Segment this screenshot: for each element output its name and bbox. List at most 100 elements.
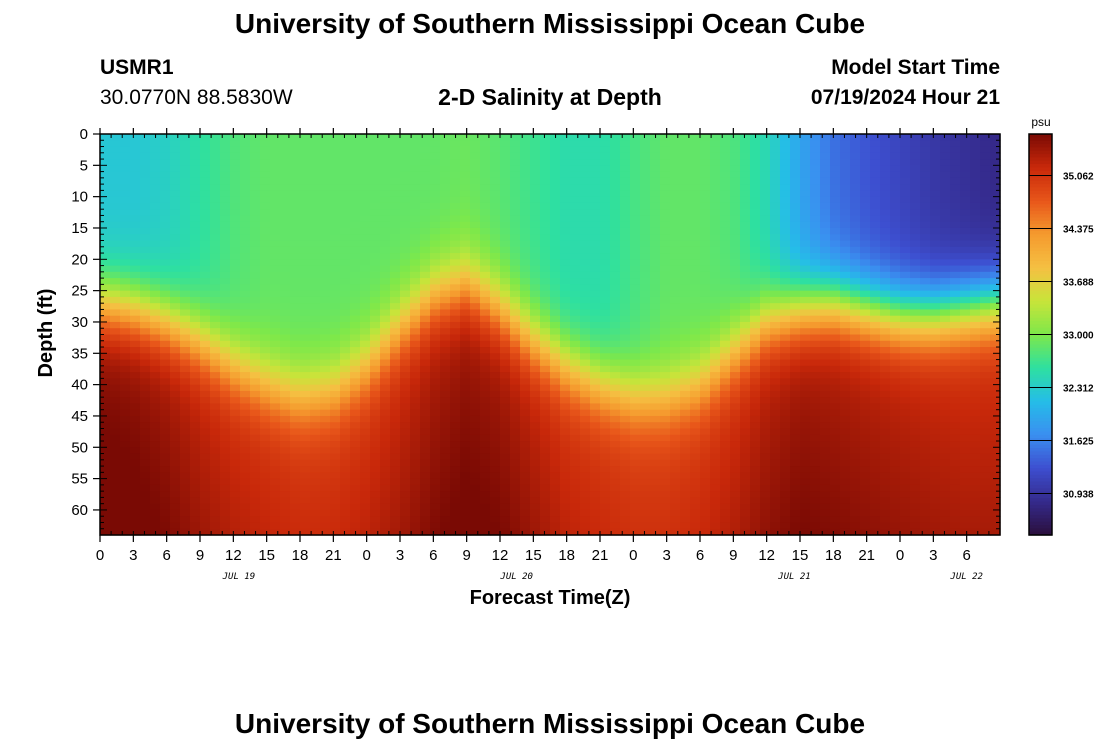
heatmap-cell — [480, 516, 491, 524]
heatmap-cell — [190, 259, 201, 267]
heatmap-cell — [860, 209, 871, 217]
heatmap-cell — [230, 328, 241, 336]
heatmap-cell — [610, 265, 621, 273]
heatmap-cell — [250, 459, 261, 467]
heatmap-cell — [690, 177, 701, 185]
heatmap-cell — [860, 447, 871, 455]
heatmap-cell — [460, 353, 471, 361]
heatmap-cell — [130, 234, 141, 242]
heatmap-cell — [440, 397, 451, 405]
heatmap-cell — [600, 171, 611, 179]
heatmap-cell — [600, 397, 611, 405]
heatmap-cell — [710, 359, 721, 367]
heatmap-cell — [200, 372, 211, 379]
heatmap-cell — [820, 365, 831, 373]
heatmap-cell — [790, 284, 801, 292]
heatmap-cell — [540, 453, 551, 461]
heatmap-cell — [750, 484, 761, 492]
heatmap-cell — [750, 290, 761, 298]
heatmap-cell — [460, 152, 471, 160]
heatmap-cell — [560, 522, 571, 530]
heatmap-cell — [590, 403, 601, 411]
heatmap-cell — [200, 265, 211, 273]
heatmap-cell — [750, 372, 761, 379]
heatmap-cell — [220, 428, 231, 436]
heatmap-cell — [800, 259, 811, 267]
heatmap-cell — [640, 284, 651, 292]
heatmap-cell — [620, 309, 631, 317]
heatmap-cell — [620, 328, 631, 336]
heatmap-cell — [670, 453, 681, 461]
heatmap-cell — [230, 265, 241, 273]
heatmap-cell — [350, 309, 361, 317]
heatmap-cell — [180, 447, 191, 455]
heatmap-cell — [550, 315, 561, 323]
heatmap-cell — [270, 215, 281, 223]
heatmap-cell — [720, 516, 731, 524]
heatmap-cell — [500, 315, 511, 323]
heatmap-cell — [200, 202, 211, 210]
heatmap-cell — [280, 165, 291, 173]
heatmap-cell — [100, 328, 111, 336]
heatmap-cell — [440, 428, 451, 436]
heatmap-cell — [420, 171, 431, 179]
heatmap-cell — [270, 321, 281, 329]
heatmap-cell — [420, 159, 431, 166]
heatmap-cell — [640, 334, 651, 342]
heatmap-cell — [290, 453, 301, 461]
heatmap-cell — [520, 434, 531, 442]
heatmap-cell — [130, 459, 141, 467]
heatmap-cell — [270, 134, 281, 141]
heatmap-cell — [350, 177, 361, 185]
heatmap-cell — [280, 190, 291, 198]
heatmap-cell — [460, 171, 471, 179]
heatmap-cell — [100, 528, 111, 536]
heatmap-cell — [200, 415, 211, 423]
heatmap-cell — [170, 372, 181, 379]
heatmap-cell — [820, 315, 831, 323]
heatmap-cell — [740, 459, 751, 467]
heatmap-cell — [840, 334, 851, 342]
heatmap-cell — [450, 453, 461, 461]
heatmap-cell — [210, 271, 221, 279]
heatmap-cell — [320, 359, 331, 367]
heatmap-cell — [160, 284, 171, 292]
heatmap-cell — [580, 221, 591, 229]
heatmap-cell — [260, 403, 271, 411]
heatmap-cell — [710, 503, 721, 511]
heatmap-cell — [200, 447, 211, 455]
heatmap-cell — [350, 253, 361, 260]
heatmap-cell — [670, 516, 681, 524]
heatmap-cell — [400, 234, 411, 242]
heatmap-cell — [410, 334, 421, 342]
heatmap-cell — [440, 134, 451, 141]
heatmap-cell — [120, 134, 131, 141]
heatmap-cell — [660, 347, 671, 354]
heatmap-cell — [520, 441, 531, 448]
heatmap-cell — [840, 522, 851, 530]
heatmap-cell — [280, 359, 291, 367]
heatmap-cell — [710, 196, 721, 204]
heatmap-cell — [550, 196, 561, 204]
heatmap-cell — [160, 466, 171, 473]
heatmap-cell — [290, 309, 301, 317]
heatmap-cell — [740, 434, 751, 442]
heatmap-cell — [270, 328, 281, 336]
heatmap-cell — [530, 359, 541, 367]
heatmap-cell — [680, 259, 691, 267]
heatmap-cell — [650, 340, 661, 348]
heatmap-cell — [620, 278, 631, 285]
heatmap-cell — [850, 253, 861, 260]
heatmap-cell — [400, 403, 411, 411]
heatmap-cell — [870, 353, 881, 361]
heatmap-cell — [320, 159, 331, 166]
heatmap-cell — [650, 165, 661, 173]
heatmap-cell — [310, 309, 321, 317]
heatmap-cell — [790, 278, 801, 285]
heatmap-cell — [850, 516, 861, 524]
heatmap-cell — [220, 290, 231, 298]
heatmap-cell — [810, 478, 821, 486]
heatmap-cell — [850, 466, 861, 473]
heatmap-cell — [310, 146, 321, 154]
heatmap-cell — [530, 328, 541, 336]
